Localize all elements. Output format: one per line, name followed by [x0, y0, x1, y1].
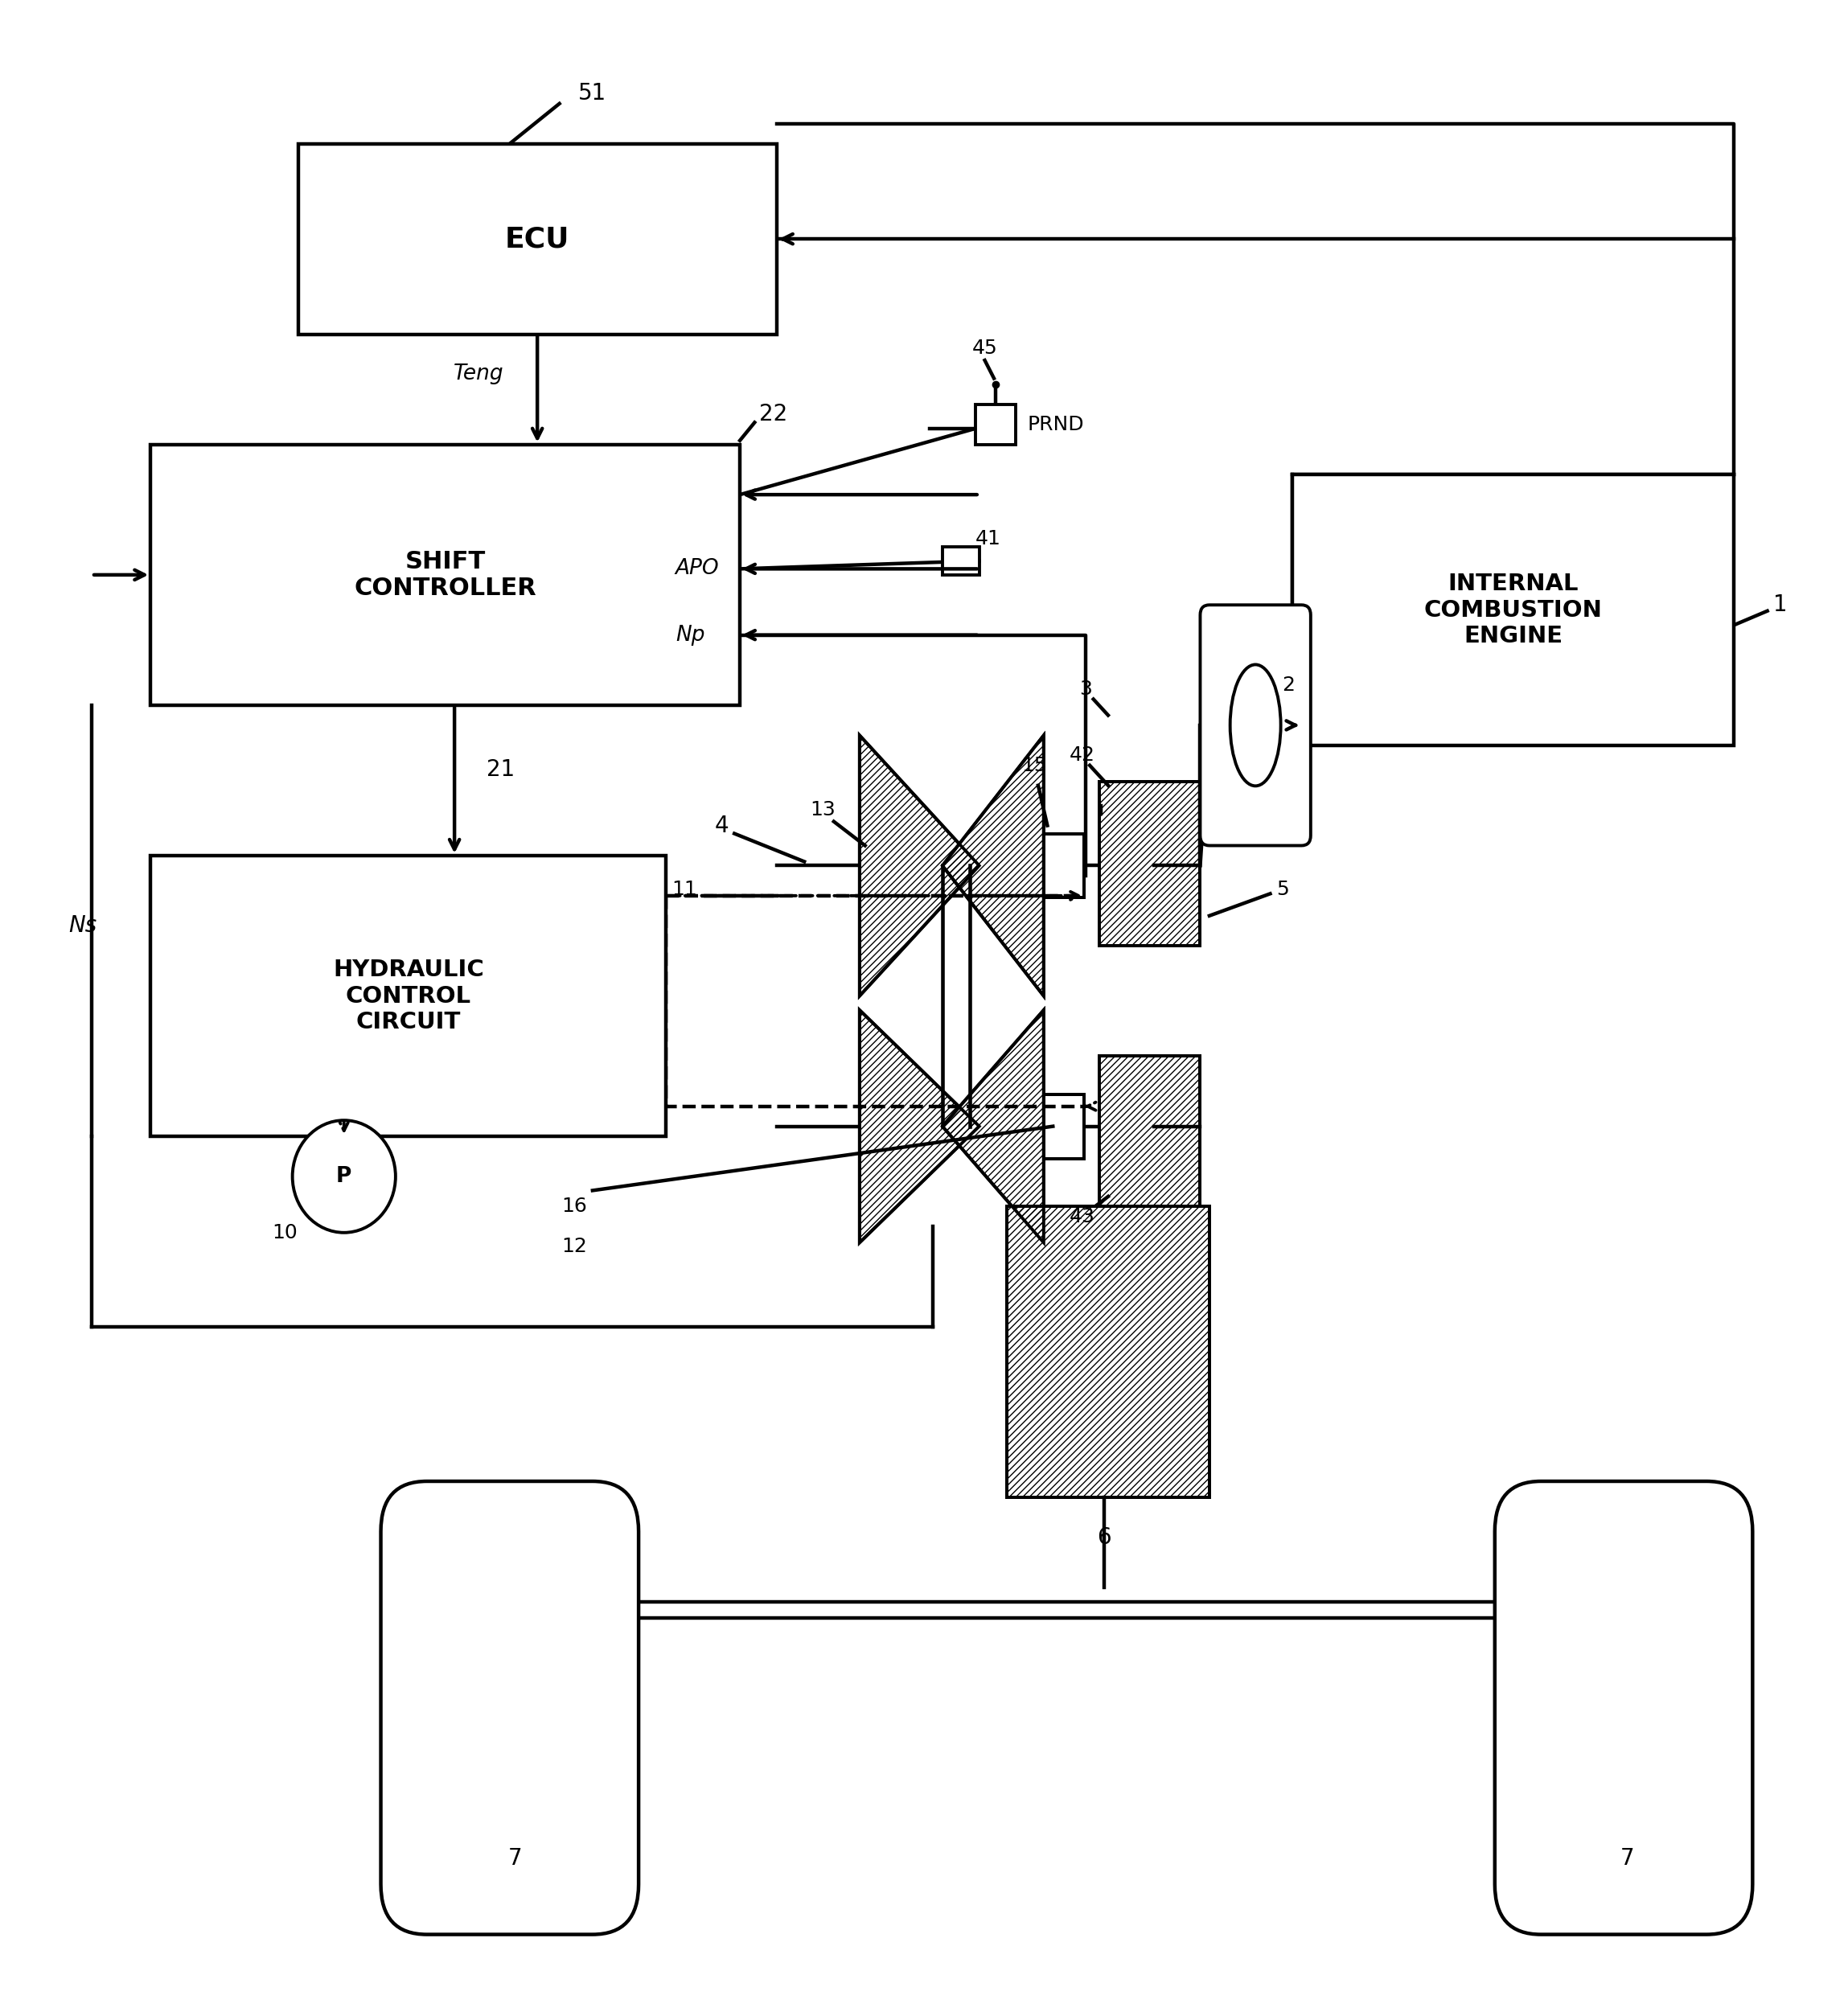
Text: 43: 43	[1070, 1207, 1096, 1225]
Polygon shape	[859, 734, 979, 996]
Circle shape	[292, 1121, 395, 1233]
Text: APO: APO	[675, 559, 719, 579]
Text: 42: 42	[1070, 746, 1096, 765]
Text: Teng: Teng	[453, 364, 505, 384]
Text: 1: 1	[1772, 594, 1787, 616]
Text: PRND: PRND	[1027, 414, 1085, 435]
Text: 4: 4	[715, 815, 728, 837]
Text: INTERNAL
COMBUSTION
ENGINE: INTERNAL COMBUSTION ENGINE	[1425, 573, 1602, 648]
Text: 10: 10	[272, 1223, 298, 1241]
FancyBboxPatch shape	[1199, 606, 1310, 845]
Text: 7: 7	[508, 1847, 523, 1869]
Bar	[152, 445, 739, 704]
Bar	[1100, 1056, 1199, 1207]
Polygon shape	[942, 1010, 1044, 1243]
Bar	[1292, 475, 1733, 744]
Text: 22: 22	[760, 402, 787, 427]
Polygon shape	[942, 734, 1044, 996]
Text: 3: 3	[1079, 680, 1092, 698]
Text: 2: 2	[1283, 676, 1295, 694]
Text: 13: 13	[809, 801, 835, 819]
Bar	[1100, 781, 1199, 946]
Text: 15: 15	[1022, 757, 1048, 775]
Bar	[298, 143, 776, 334]
Text: 11: 11	[673, 879, 697, 899]
FancyBboxPatch shape	[1495, 1481, 1752, 1934]
Text: 12: 12	[562, 1237, 588, 1255]
Text: HYDRAULIC
CONTROL
CIRCUIT: HYDRAULIC CONTROL CIRCUIT	[333, 958, 484, 1034]
Bar	[1100, 1056, 1199, 1207]
Text: 7: 7	[1621, 1847, 1634, 1869]
Text: Np: Np	[675, 624, 704, 646]
Bar	[1044, 1095, 1085, 1159]
Polygon shape	[859, 1010, 979, 1243]
Ellipse shape	[1231, 664, 1281, 787]
Bar	[942, 547, 979, 575]
Text: 5: 5	[1277, 879, 1290, 899]
Text: 45: 45	[972, 338, 998, 358]
Bar	[976, 404, 1016, 445]
Bar	[1044, 1095, 1085, 1159]
Bar	[1044, 833, 1085, 897]
Text: 51: 51	[578, 82, 606, 105]
Text: 16: 16	[562, 1197, 588, 1215]
Text: P: P	[336, 1167, 351, 1187]
Bar	[1007, 1207, 1209, 1497]
Bar	[1044, 833, 1085, 897]
Text: Ns: Ns	[68, 915, 96, 938]
Text: 6: 6	[1098, 1527, 1111, 1549]
FancyBboxPatch shape	[381, 1481, 639, 1934]
Bar	[152, 855, 667, 1137]
Text: 21: 21	[486, 759, 516, 781]
Bar	[1100, 781, 1199, 946]
Text: 41: 41	[976, 529, 1002, 549]
Text: SHIFT
CONTROLLER: SHIFT CONTROLLER	[355, 549, 536, 600]
Bar	[1007, 1207, 1209, 1497]
Text: ECU: ECU	[505, 225, 569, 254]
